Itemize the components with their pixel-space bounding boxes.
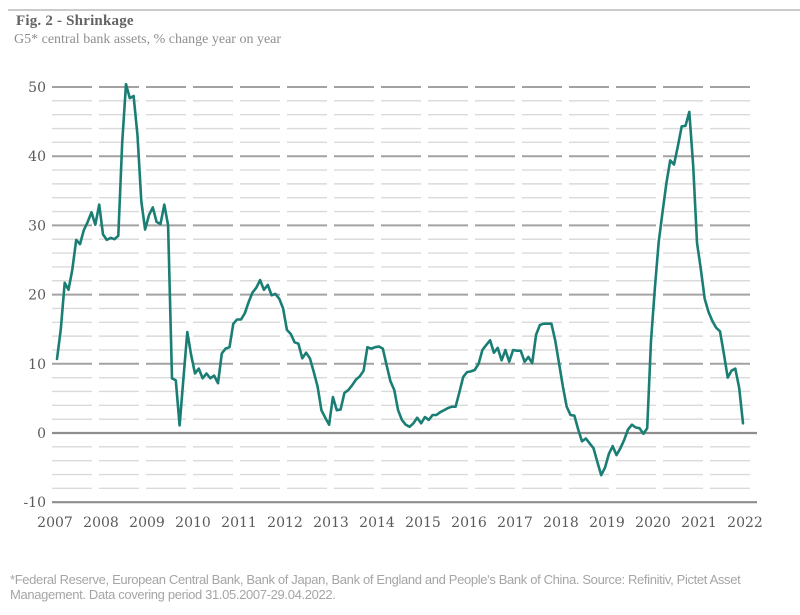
y-tick-label: 50 [28, 80, 46, 96]
y-tick-label: 10 [28, 357, 46, 373]
x-tick-label: 2022 [727, 515, 763, 531]
x-tick-label: 2015 [405, 515, 441, 531]
x-tick-label: 2010 [175, 515, 211, 531]
x-tick-label: 2017 [497, 515, 533, 531]
x-tick-label: 2007 [37, 515, 73, 531]
figure-subtitle: G5* central bank assets, % change year o… [14, 32, 282, 47]
x-tick-label: 2016 [451, 515, 487, 531]
source-footnote: *Federal Reserve, European Central Bank,… [10, 572, 741, 603]
y-tick-label: 0 [37, 426, 46, 442]
y-tick-label: -10 [23, 495, 46, 511]
series-line [55, 82, 745, 477]
x-tick-label: 2008 [83, 515, 119, 531]
figure-title: Fig. 2 - Shrinkage [16, 13, 134, 29]
x-tick-label: 2020 [635, 515, 671, 531]
x-tick-label: 2013 [313, 515, 349, 531]
y-tick-label: 40 [28, 149, 46, 165]
x-tick-label: 2018 [543, 515, 579, 531]
x-tick-label: 2011 [221, 515, 257, 531]
x-tick-label: 2012 [267, 515, 303, 531]
top-divider [8, 9, 800, 11]
y-tick-label: 30 [28, 218, 46, 234]
x-tick-label: 2021 [681, 515, 717, 531]
x-tick-label: 2009 [129, 515, 165, 531]
y-tick-label: 20 [28, 288, 46, 304]
x-tick-label: 2014 [359, 515, 395, 531]
x-tick-label: 2019 [589, 515, 625, 531]
